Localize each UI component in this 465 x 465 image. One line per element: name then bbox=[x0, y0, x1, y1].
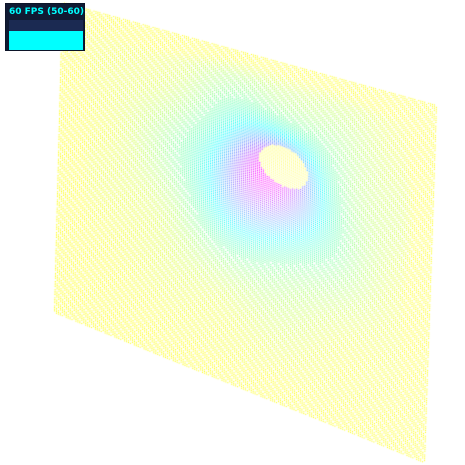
fps-graph-fill bbox=[9, 31, 83, 50]
fps-graph bbox=[9, 20, 83, 50]
fps-stats-panel[interactable]: 60 FPS (50-60) bbox=[5, 3, 85, 51]
fps-readout: 60 FPS (50-60) bbox=[9, 7, 85, 17]
